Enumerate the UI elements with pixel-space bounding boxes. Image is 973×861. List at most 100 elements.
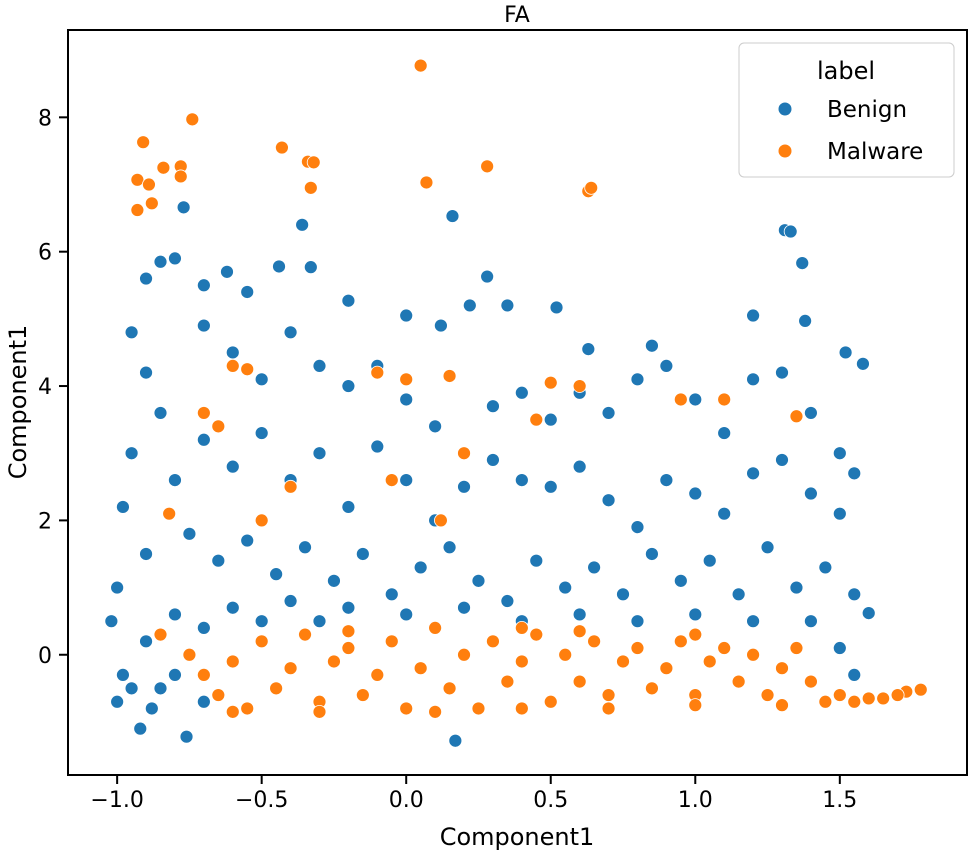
point-benign — [804, 486, 818, 501]
point-benign — [303, 260, 318, 275]
point-benign — [688, 486, 703, 501]
point-benign — [659, 473, 674, 487]
point-malware — [543, 375, 558, 390]
point-benign — [448, 733, 463, 748]
point-benign — [254, 372, 269, 387]
point-malware — [601, 688, 616, 702]
point-malware — [514, 654, 529, 669]
point-malware — [428, 620, 443, 635]
point-benign — [847, 668, 862, 682]
point-benign — [341, 379, 356, 393]
point-benign — [471, 573, 486, 588]
x-axis-label: Component1 — [440, 823, 595, 851]
point-benign — [442, 540, 457, 555]
point-malware — [789, 641, 804, 655]
legend-box — [738, 42, 955, 178]
x-tick-label: −0.5 — [235, 788, 288, 813]
point-benign — [295, 217, 310, 232]
point-benign — [856, 356, 870, 371]
point-benign — [153, 406, 168, 420]
point-benign — [298, 540, 312, 555]
point-malware — [572, 379, 587, 393]
point-benign — [457, 479, 471, 494]
point-benign — [601, 406, 616, 420]
y-tick-label: 2 — [38, 509, 52, 534]
point-benign — [500, 594, 515, 608]
point-malware — [341, 641, 356, 655]
point-benign — [673, 573, 688, 588]
point-malware — [399, 372, 414, 387]
point-malware — [413, 58, 428, 73]
point-benign — [179, 729, 194, 744]
point-malware — [298, 627, 312, 642]
point-benign — [832, 641, 847, 655]
point-benign — [601, 493, 616, 508]
point-benign — [139, 271, 153, 286]
point-benign — [116, 668, 130, 682]
point-benign — [775, 365, 789, 380]
point-benign — [399, 473, 414, 487]
point-malware — [775, 698, 789, 713]
point-benign — [312, 358, 327, 373]
point-malware — [861, 691, 876, 706]
point-benign — [798, 313, 813, 328]
legend-title: label — [817, 57, 875, 85]
point-benign — [211, 553, 226, 568]
point-benign — [847, 587, 862, 602]
point-benign — [370, 439, 385, 454]
point-malware — [428, 704, 443, 719]
point-malware — [240, 362, 255, 377]
point-benign — [139, 365, 153, 380]
legend-label-malware: Malware — [827, 139, 923, 165]
point-benign — [775, 453, 789, 467]
point-benign — [746, 466, 760, 481]
point-benign — [399, 308, 414, 323]
point-benign — [717, 426, 732, 440]
point-malware — [645, 681, 659, 696]
point-benign — [645, 338, 659, 353]
point-malware — [688, 698, 703, 713]
point-malware — [717, 392, 732, 407]
point-malware — [413, 661, 428, 676]
plot-frame — [67, 29, 968, 776]
point-malware — [142, 177, 156, 192]
point-malware — [130, 203, 145, 217]
point-malware — [254, 634, 269, 649]
point-malware — [457, 446, 471, 461]
point-benign — [312, 446, 327, 461]
point-benign — [645, 547, 659, 561]
point-malware — [486, 634, 500, 649]
point-benign — [240, 285, 255, 299]
point-benign — [543, 479, 558, 494]
point-benign — [144, 701, 159, 716]
point-malware — [673, 634, 688, 649]
point-benign — [413, 560, 428, 575]
legend-marker-benign — [777, 101, 793, 117]
chart-title: FA — [504, 3, 530, 28]
point-benign — [486, 453, 500, 467]
point-benign — [847, 466, 862, 481]
point-benign — [196, 432, 211, 447]
point-benign — [630, 372, 645, 387]
point-benign — [341, 500, 356, 514]
point-malware — [283, 661, 298, 676]
x-tick-label: 1.5 — [822, 788, 857, 813]
point-benign — [139, 547, 153, 561]
point-malware — [876, 691, 891, 706]
point-benign — [818, 560, 833, 575]
point-benign — [861, 606, 876, 621]
point-benign — [124, 446, 139, 461]
point-malware — [136, 135, 151, 150]
point-benign — [168, 251, 182, 266]
point-malware — [913, 682, 928, 697]
point-malware — [384, 634, 399, 649]
point-malware — [616, 654, 630, 669]
point-benign — [804, 406, 818, 420]
point-malware — [789, 409, 804, 424]
point-benign — [514, 385, 529, 400]
y-axis-label: Component1 — [4, 325, 32, 480]
point-benign — [572, 607, 587, 622]
point-malware — [688, 627, 703, 642]
point-benign — [139, 634, 153, 649]
